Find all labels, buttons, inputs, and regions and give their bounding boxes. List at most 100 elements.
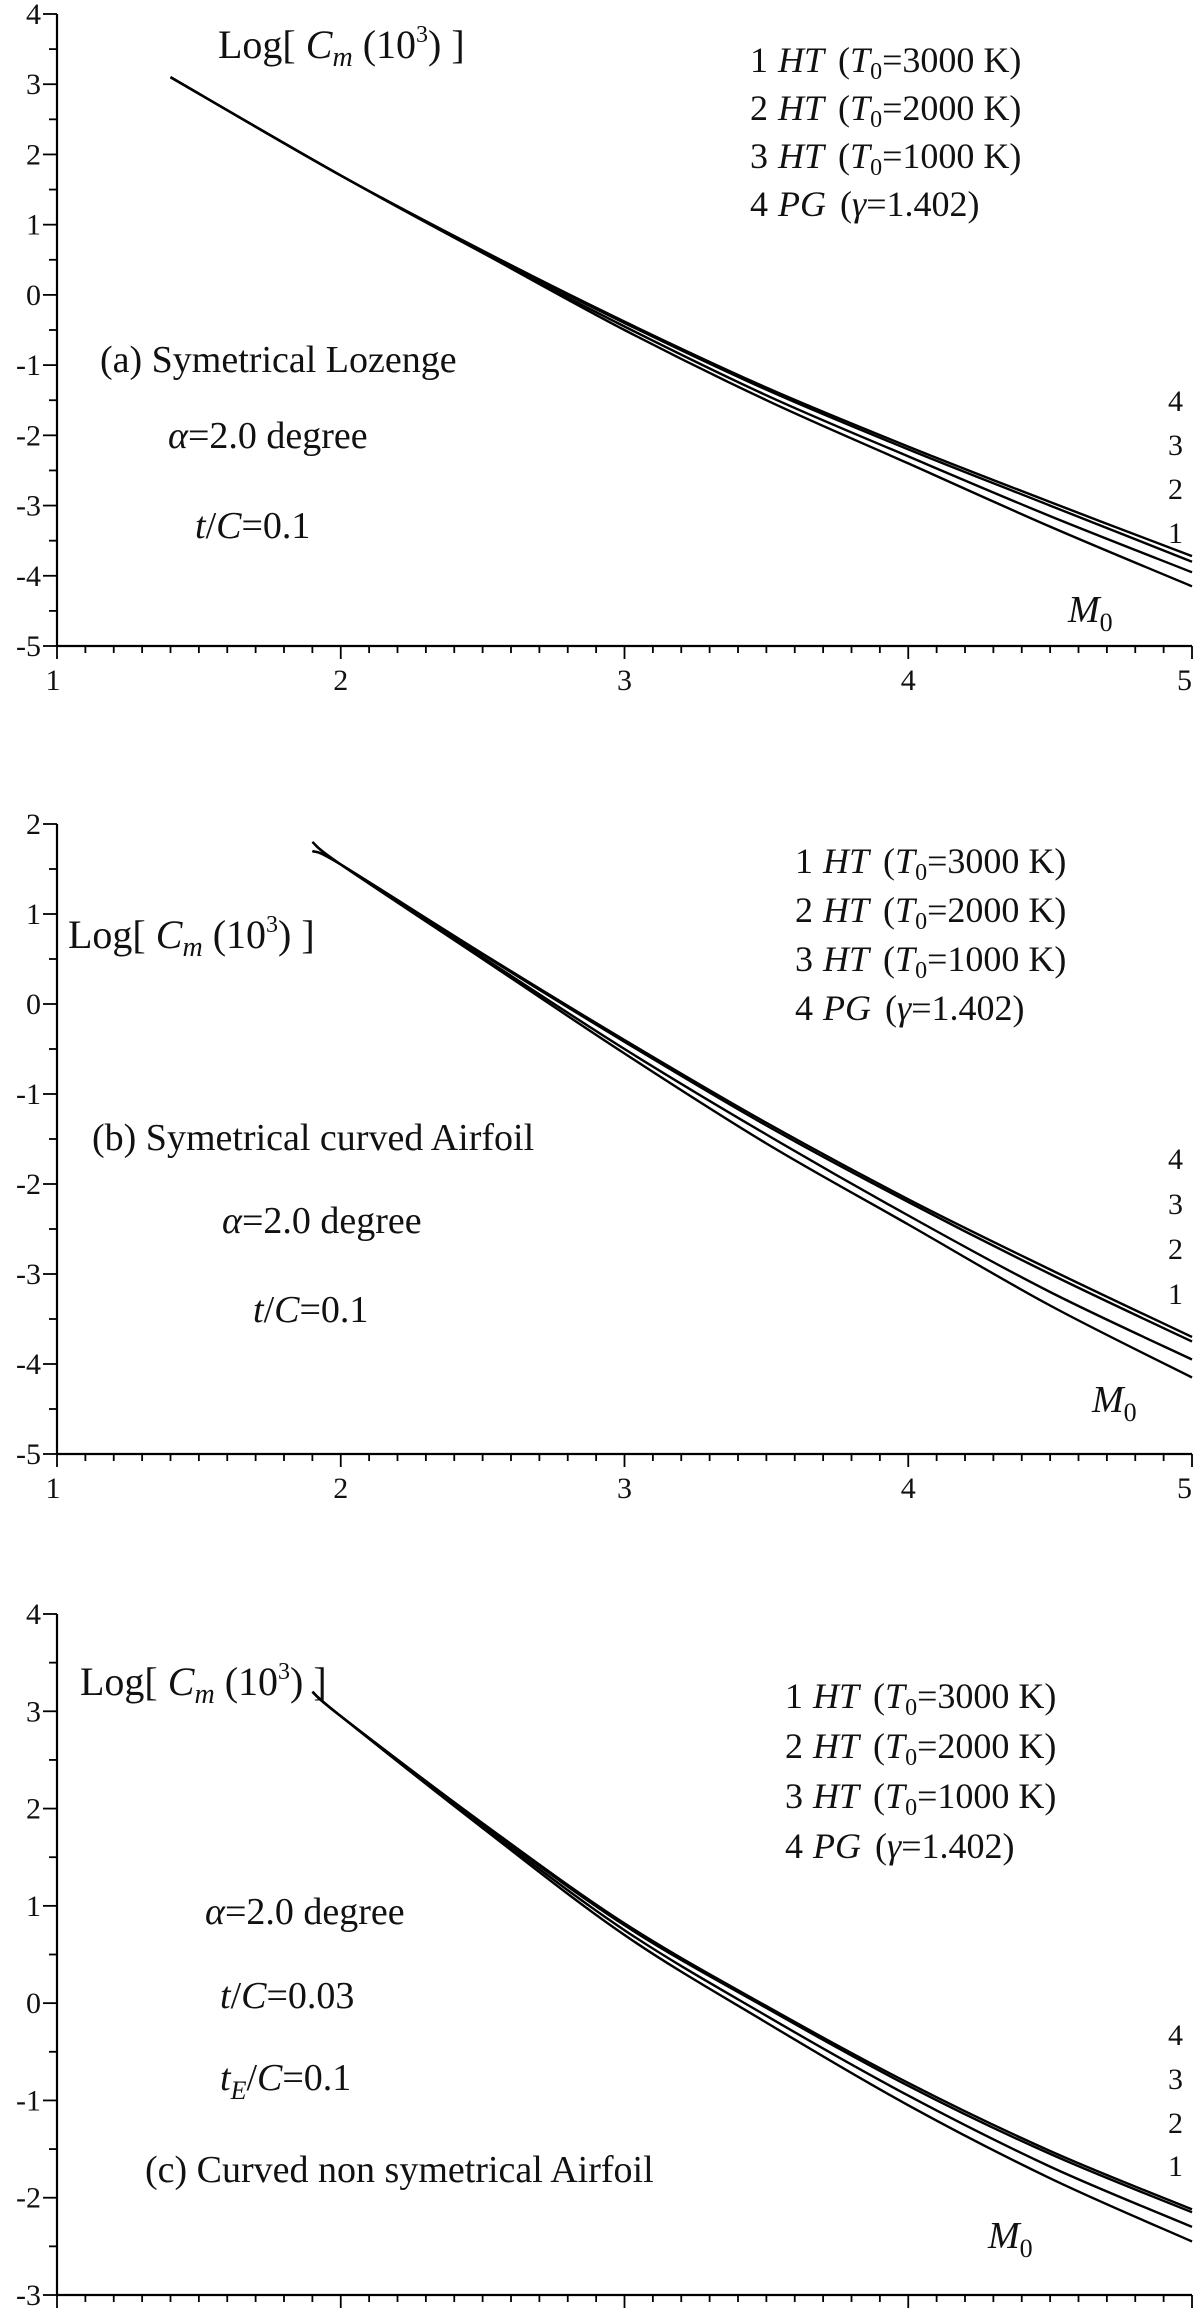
y-tick-label-a: -5 [16,630,41,663]
series-line-3-c [311,1690,1193,2214]
y-tick-label-a: 3 [26,68,41,101]
y-tick-label-a: -3 [16,490,41,523]
x-tick-label-b: 1 [46,1472,61,1505]
y-axis-title-c: Log[ Cm (103) ] [80,1659,327,1710]
alpha-annotation-c: α=2.0 degree [205,1891,405,1933]
y-tick-label-a: -1 [16,349,41,382]
curve-label-4-a: 4 [1168,385,1183,418]
curve-labels-b: 4 3 2 1 [1168,1143,1183,1311]
series-line-4-c [311,1690,1193,2211]
curve-label-1-a: 1 [1168,517,1183,550]
curve-label-2-a: 2 [1168,473,1183,506]
series-group-c [311,1690,1193,2243]
x-axis-label-b: M0 [1091,1379,1137,1427]
curve-label-4-c: 4 [1168,2019,1183,2052]
series-group-a [169,76,1193,588]
legend-b: 1 HT (T0=3000 K) 2 HT (T0=2000 K) 3 HT (T0=100… [795,841,1066,1028]
legend-entry-2-a: 2 HT (T0=2000 K) [750,88,1021,133]
y-tick-label-c: -2 [16,2182,41,2215]
caption-b: (b) Symetrical curved Airfoil [92,1117,534,1159]
series-line-2-c [311,1690,1193,2229]
y-tick-label-b: -2 [16,1168,41,1201]
legend-entry-1-b: 1 HT (T0=3000 K) [795,841,1066,886]
y-tick-label-a: -4 [16,560,41,593]
x-axis-label-c: M0 [987,2215,1033,2263]
x-tick-label-a: 3 [617,664,632,697]
thickness-annotation-b: t/C=0.1 [253,1289,368,1331]
curve-label-2-b: 2 [1168,1233,1183,1266]
legend-entry-4-c: 4 PG (γ=1.402) [785,1826,1014,1866]
legend-entry-3-b: 3 HT (T0=1000 K) [795,939,1066,984]
x-tick-label-c: 4 [901,2313,916,2317]
y-tick-label-c: 4 [26,1598,41,1631]
y-tick-label-b: -4 [16,1348,41,1381]
series-line-2-b [311,841,1193,1361]
alpha-annotation-b: α=2.0 degree [222,1200,422,1242]
legend-entry-1-a: 1 HT (T0=3000 K) [750,40,1021,85]
x-tick-label-c: 3 [617,2313,632,2317]
y-axis-title-b: Log[ Cm (103) ] [68,912,315,963]
legend-entry-2-c: 2 HT (T0=2000 K) [785,1726,1056,1771]
axes-b: 1 2 3 4 5 2 1 0 -1 -2 -3 -4 -5 [16,808,1193,1505]
y-tick-label-b: 1 [26,898,41,931]
y-tick-label-a: 0 [26,279,41,312]
te-thickness-annotation-c: tE/C=0.1 [220,2057,351,2105]
thickness-annotation-a: t/C=0.1 [195,505,310,547]
legend-a: 1 HT (T0=3000 K) 2 HT (T0=2000 K) 3 HT (T0=100… [750,40,1021,224]
x-tick-label-c: 5 [1177,2313,1192,2317]
series-line-3-a [169,76,1193,563]
legend-entry-3-c: 3 HT (T0=1000 K) [785,1776,1056,1821]
y-tick-label-a: 2 [26,138,41,171]
panel-c: Log[ Cm (103) ] 1 HT (T0=3000 K) 2 HT (T0=20… [16,1598,1193,2317]
curve-label-1-c: 1 [1168,2150,1183,2183]
panel-b: Log[ Cm (103) ] 1 HT (T0=3000 K) 2 HT (T0=20… [16,808,1193,1505]
legend-entry-2-b: 2 HT (T0=2000 K) [795,890,1066,935]
x-tick-label-b: 2 [333,1472,348,1505]
alpha-annotation-a: α=2.0 degree [168,415,368,457]
x-tick-label-a: 2 [333,664,348,697]
x-tick-label-b: 4 [901,1472,916,1505]
x-axis-label-a: M0 [1067,589,1113,637]
y-tick-label-c: 2 [26,1793,41,1826]
y-tick-label-b: -3 [16,1258,41,1291]
x-tick-label-a: 1 [46,664,61,697]
curve-label-3-a: 3 [1168,429,1183,462]
legend-c: 1 HT (T0=3000 K) 2 HT (T0=2000 K) 3 HT (T0=100… [785,1676,1056,1866]
y-tick-label-a: 4 [26,0,41,31]
curve-labels-a: 4 3 2 1 [1168,385,1183,550]
x-tick-label-b: 5 [1177,1472,1192,1505]
series-line-4-a [169,76,1193,558]
curve-label-3-b: 3 [1168,1188,1183,1221]
x-tick-label-a: 4 [901,664,916,697]
curve-label-1-b: 1 [1168,1278,1183,1311]
series-line-1-a [169,76,1193,588]
legend-entry-3-a: 3 HT (T0=1000 K) [750,136,1021,181]
x-tick-label-c: 1 [46,2313,61,2317]
y-tick-label-b: -1 [16,1078,41,1111]
axes-c: 1 2 3 4 5 4 3 2 1 0 -1 -2 -3 [16,1598,1193,2317]
legend-entry-4-a: 4 PG (γ=1.402) [750,184,979,224]
y-tick-label-a: 1 [26,209,41,242]
y-tick-label-c: -1 [16,2084,41,2117]
curve-labels-c: 4 3 2 1 [1168,2019,1183,2183]
y-tick-label-a: -2 [16,419,41,452]
legend-entry-1-c: 1 HT (T0=3000 K) [785,1676,1056,1721]
y-tick-label-b: 2 [26,808,41,841]
y-tick-label-c: -3 [16,2279,41,2312]
curve-label-4-b: 4 [1168,1143,1183,1176]
caption-c: (c) Curved non symetrical Airfoil [145,2149,654,2191]
y-tick-label-c: 3 [26,1695,41,1728]
axes-a: 1 2 3 4 5 4 3 2 1 0 -1 -2 -3 -4 -5 [16,0,1193,697]
x-tick-label-c: 2 [333,2313,348,2317]
series-group-b [311,841,1193,1379]
y-tick-label-c: 0 [26,1987,41,2020]
y-tick-label-b: 0 [26,988,41,1021]
thickness-annotation-c: t/C=0.03 [220,1975,354,2017]
y-axis-title-a: Log[ Cm (103) ] [218,22,465,73]
x-tick-label-a: 5 [1177,664,1192,697]
y-tick-label-c: 1 [26,1890,41,1923]
curve-label-2-c: 2 [1168,2107,1183,2140]
panel-a: Log[ Cm (103) ] 1 HT (T0=3000 K) 2 HT (T0=20… [16,0,1193,697]
caption-a: (a) Symetrical Lozenge [100,339,457,381]
